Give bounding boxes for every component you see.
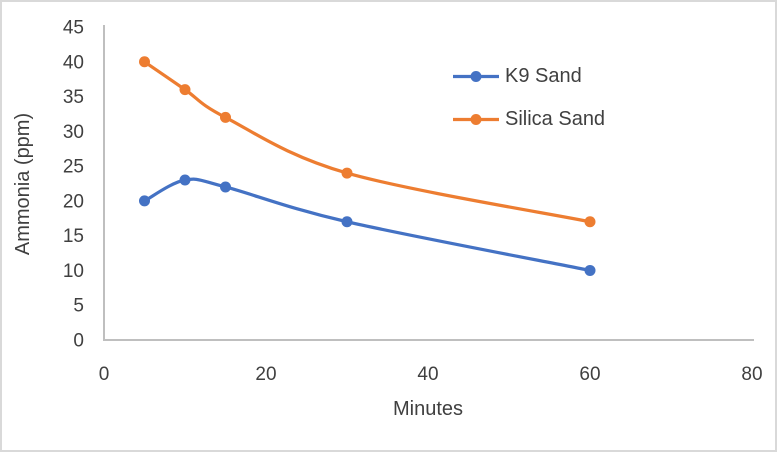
x-axis-title: Minutes: [393, 398, 463, 420]
y-tick-label: 35: [63, 87, 84, 108]
data-point-k9-sand: [179, 174, 191, 186]
legend-item-k9-sand: K9 Sand: [452, 64, 605, 88]
x-tick-label: 0: [99, 364, 110, 385]
y-tick-label: 30: [63, 122, 84, 143]
y-tick-label: 20: [63, 191, 84, 212]
x-tick-label: 40: [417, 364, 438, 385]
chart-legend: K9 Sand Silica Sand: [452, 64, 605, 131]
y-tick-label: 5: [73, 296, 84, 317]
data-point-silica-sand: [179, 84, 191, 96]
y-tick-label: 10: [63, 261, 84, 282]
y-axis-title: Ammonia (ppm): [12, 113, 34, 255]
data-point-silica-sand: [220, 111, 231, 123]
legend-line-marker-k9-sand: [453, 70, 499, 82]
data-point-k9-sand: [220, 181, 231, 193]
y-tick-label: 40: [63, 52, 84, 73]
data-point-k9-sand: [139, 195, 150, 207]
y-tick-label: 45: [63, 18, 84, 39]
legend-label-silica-sand: Silica Sand: [505, 107, 606, 130]
legend-label-k9-sand: K9 Sand: [505, 64, 582, 87]
x-tick-label: 80: [741, 364, 762, 385]
x-tick-label: 20: [255, 364, 276, 385]
y-tick-label: 0: [73, 331, 84, 352]
legend-item-silica-sand: Silica Sand: [452, 107, 605, 131]
data-point-k9-sand: [584, 264, 596, 276]
x-tick-label: 60: [579, 364, 600, 385]
series-line-k9-sand: [142, 177, 592, 273]
legend-line-marker-silica-sand: [453, 113, 499, 125]
data-point-silica-sand: [341, 167, 353, 179]
y-tick-label: 25: [63, 157, 84, 178]
data-point-silica-sand: [584, 216, 596, 228]
y-tick-label: 15: [63, 226, 84, 247]
data-point-silica-sand: [139, 56, 150, 68]
data-point-k9-sand: [341, 216, 353, 228]
